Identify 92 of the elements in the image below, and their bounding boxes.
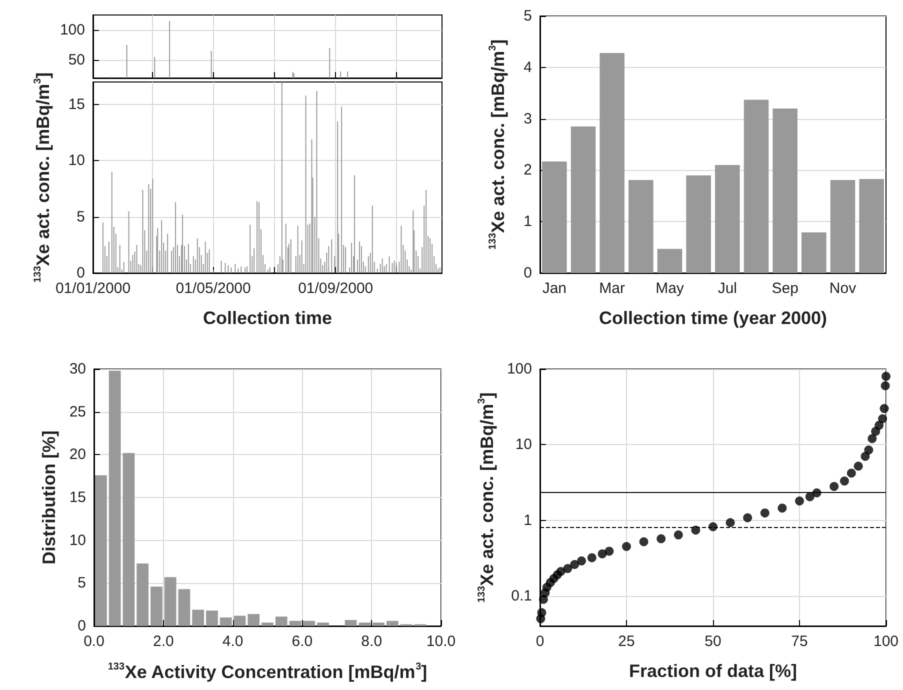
- y-axis-title: 133Xe act. conc. [mBq/m3]: [476, 392, 498, 603]
- y-tick-label: 0: [78, 618, 86, 634]
- x-tick-label: 75: [791, 633, 808, 650]
- y-tick-label: 20: [69, 446, 86, 464]
- y-tick-label: 50: [68, 52, 85, 68]
- x-tick-label: 50: [704, 633, 722, 650]
- point: [563, 564, 572, 574]
- y-tick-label: 2: [524, 162, 532, 179]
- point: [878, 414, 888, 424]
- point: [556, 567, 566, 576]
- point: [726, 518, 735, 528]
- y-axis-title: Distribution [%]: [39, 430, 59, 564]
- bar: [715, 165, 740, 273]
- point: [882, 372, 890, 381]
- y-tick-label: 10: [68, 152, 85, 170]
- x-tick-label: Sep: [772, 280, 798, 297]
- y-tick-label: 10: [515, 436, 532, 454]
- y-axis-title: 133Xe act. conc. [mBq/m3]: [32, 72, 53, 283]
- point: [622, 542, 631, 551]
- bar: [570, 126, 596, 273]
- x-tick-label: 2.0: [152, 633, 174, 650]
- point: [864, 445, 874, 454]
- x-tick-label: 01/09/2000: [298, 280, 374, 297]
- x-tick-label: 4.0: [222, 633, 244, 650]
- y-axis-title: 133Xe act. conc. [mBq/m3]: [488, 39, 508, 250]
- x-tick-label: Nov: [829, 280, 857, 297]
- y-tick-label: 5: [524, 8, 532, 24]
- point: [760, 508, 770, 518]
- y-tick-label: 100: [506, 360, 532, 378]
- point: [691, 526, 700, 535]
- x-tick-label: Mar: [599, 280, 626, 297]
- y-tick-label: 0: [76, 264, 85, 282]
- point: [880, 404, 889, 414]
- y-tick-label: 0: [524, 264, 532, 282]
- point: [874, 420, 884, 430]
- x-axis-title: Collection time (year 2000): [598, 308, 828, 328]
- bar: [802, 232, 826, 273]
- bar: [772, 108, 798, 273]
- point: [570, 560, 580, 570]
- point: [830, 482, 839, 491]
- x-tick-label: 0.0: [84, 633, 104, 650]
- x-tick-label: Jan: [542, 280, 567, 297]
- bar: [628, 180, 654, 273]
- point: [778, 504, 787, 513]
- x-tick-label: 10.0: [426, 633, 456, 650]
- point: [598, 549, 607, 558]
- point: [604, 546, 614, 556]
- y-tick-label: 3: [524, 110, 532, 128]
- bar: [744, 100, 769, 273]
- x-tick-label: 6.0: [292, 633, 313, 650]
- point: [805, 492, 814, 502]
- point: [639, 537, 648, 546]
- bar: [686, 175, 711, 273]
- point: [795, 496, 804, 506]
- x-tick-label: 8.0: [361, 633, 382, 650]
- y-tick-label: 1: [524, 213, 532, 230]
- bar: [859, 178, 884, 273]
- y-tick-label: 15: [69, 489, 86, 506]
- point: [674, 530, 683, 540]
- y-tick-label: 15: [68, 96, 85, 113]
- x-tick-label: May: [656, 280, 684, 297]
- x-tick-label: 01/01/2000: [55, 280, 131, 297]
- bar: [830, 180, 856, 273]
- y-tick-label: 25: [69, 403, 86, 420]
- bar: [657, 248, 682, 273]
- x-tick-label: Jul: [718, 280, 738, 297]
- point: [656, 534, 666, 544]
- point: [577, 556, 586, 566]
- x-tick-label: 100: [873, 633, 899, 650]
- point: [743, 513, 752, 522]
- point: [854, 462, 863, 471]
- point: [880, 381, 890, 390]
- point: [840, 476, 849, 486]
- y-tick-label: 1: [524, 512, 532, 529]
- y-tick-label: 100: [60, 22, 85, 38]
- bar: [600, 53, 624, 273]
- y-tick-label: 5: [76, 208, 85, 226]
- y-tick-label: 5: [78, 574, 86, 592]
- bar: [542, 161, 567, 273]
- x-tick-label: 01/05/2000: [176, 280, 251, 297]
- point: [537, 608, 546, 618]
- x-axis-title: Fraction of data [%]: [628, 661, 798, 681]
- point: [587, 553, 596, 562]
- y-tick-label: 30: [69, 360, 86, 378]
- y-tick-label: 4: [524, 58, 532, 76]
- x-tick-label: 25: [618, 633, 635, 650]
- x-axis-title: Collection time: [202, 308, 332, 328]
- y-tick-label: 10: [69, 532, 86, 549]
- point: [846, 468, 856, 478]
- point: [868, 434, 877, 444]
- y-tick-label: 0.1: [511, 587, 532, 604]
- x-tick-label: 0: [536, 633, 544, 650]
